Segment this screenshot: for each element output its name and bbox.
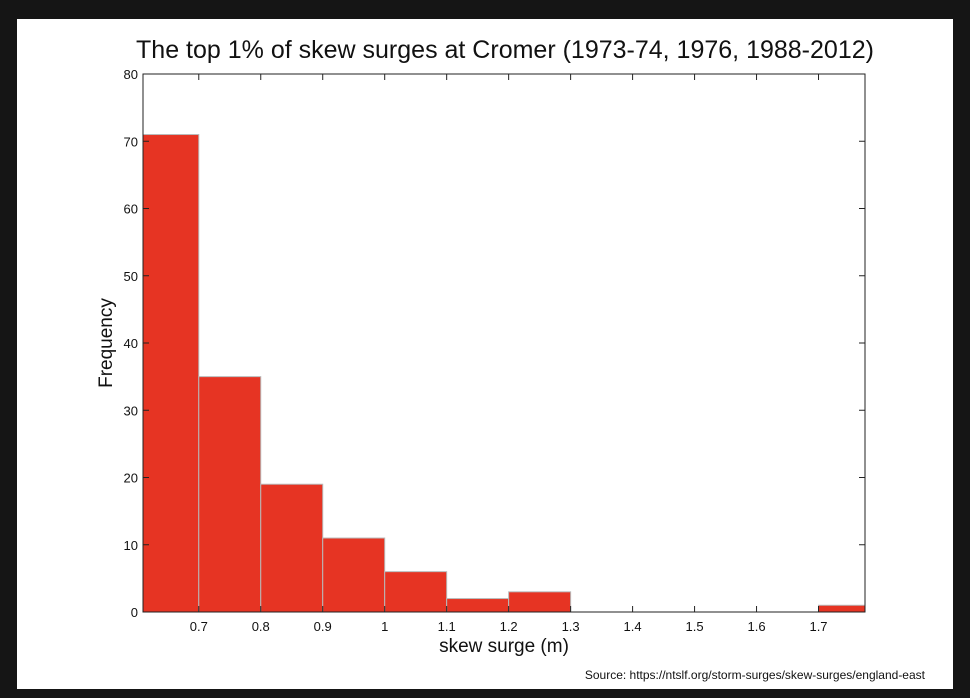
y-tick-label: 30 [124, 403, 138, 418]
y-tick-label: 50 [124, 269, 138, 284]
histogram-bar [446, 598, 510, 613]
x-tick-label: 0.9 [314, 619, 332, 634]
histogram-bar [818, 604, 866, 613]
histogram-bar [384, 571, 448, 613]
source-note: Source: https://ntslf.org/storm-surges/s… [584, 668, 925, 682]
x-tick-label: 1.5 [686, 619, 704, 634]
chart-frame: The top 1% of skew surges at Cromer (197… [17, 19, 953, 689]
y-tick-label: 20 [124, 471, 138, 486]
histogram-bar [322, 537, 386, 613]
plot-area-border [142, 73, 866, 613]
y-tick-label: 80 [124, 67, 138, 82]
y-tick-label: 60 [124, 202, 138, 217]
histogram-chart: The top 1% of skew surges at Cromer (197… [96, 36, 874, 657]
x-tick-label: 0.8 [252, 619, 270, 634]
x-axis-title: skew surge (m) [439, 636, 569, 657]
y-tick-label: 40 [124, 336, 138, 351]
histogram-bar [260, 483, 324, 613]
y-axis-title: Frequency [96, 298, 117, 388]
y-tick-labels: 0 10 20 30 40 50 60 70 80 [124, 67, 138, 620]
x-tick-label: 0.7 [190, 619, 208, 634]
histogram-bar [198, 376, 262, 613]
x-tick-label: 1.1 [438, 619, 456, 634]
chart-title: The top 1% of skew surges at Cromer (197… [136, 36, 874, 64]
x-tick-label: 1.4 [624, 619, 642, 634]
bars-group [142, 134, 866, 613]
x-tick-labels: 0.7 0.8 0.9 1 1.1 1.2 1.3 1.4 1.5 1.6 1.7 [190, 619, 828, 634]
x-tick-label: 1 [381, 619, 388, 634]
y-tick-label: 70 [124, 134, 138, 149]
x-tick-label: 1.7 [809, 619, 827, 634]
histogram-bar [142, 134, 200, 613]
x-tick-label: 1.6 [748, 619, 766, 634]
histogram-bar [508, 591, 572, 613]
y-tick-label: 10 [124, 538, 138, 553]
y-tick-label: 0 [131, 605, 138, 620]
x-tick-label: 1.2 [500, 619, 518, 634]
x-tick-label: 1.3 [562, 619, 580, 634]
